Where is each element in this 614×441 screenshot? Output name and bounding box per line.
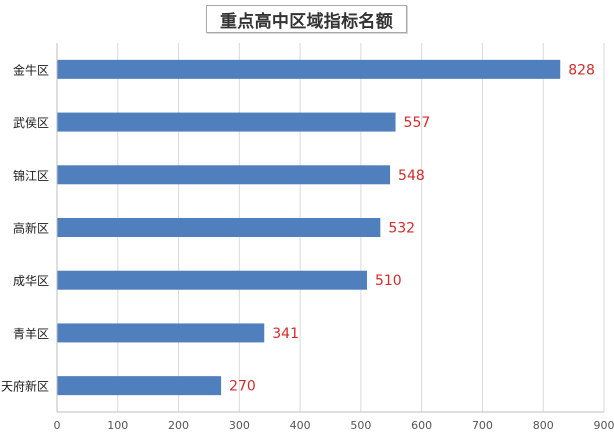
bar bbox=[57, 376, 221, 395]
x-tick-label: 500 bbox=[350, 419, 371, 432]
category-label: 武侯区 bbox=[13, 116, 49, 130]
x-tick-label: 0 bbox=[54, 419, 61, 432]
category-label: 成华区 bbox=[13, 274, 49, 288]
x-tick-label: 700 bbox=[472, 419, 493, 432]
x-tick-label: 800 bbox=[533, 419, 554, 432]
x-tick-label: 400 bbox=[290, 419, 311, 432]
data-label: 341 bbox=[272, 326, 299, 342]
data-label: 270 bbox=[229, 379, 256, 395]
category-label: 金牛区 bbox=[13, 62, 49, 77]
category-label: 青羊区 bbox=[13, 326, 49, 341]
category-label: 锦江区 bbox=[13, 169, 49, 183]
data-label: 557 bbox=[404, 115, 431, 131]
bar bbox=[57, 165, 390, 184]
data-label: 510 bbox=[375, 273, 402, 289]
bar bbox=[57, 218, 380, 237]
chart-title: 重点高中区域指标名额 bbox=[206, 5, 407, 33]
x-tick-label: 600 bbox=[411, 419, 432, 432]
bar bbox=[57, 60, 560, 79]
bar bbox=[57, 113, 396, 132]
x-tick-label: 200 bbox=[168, 419, 189, 432]
x-tick-label: 100 bbox=[107, 419, 128, 432]
x-tick-label: 300 bbox=[229, 419, 250, 432]
data-label: 828 bbox=[568, 62, 595, 78]
bar bbox=[57, 271, 367, 290]
category-label: 天府新区 bbox=[1, 379, 49, 394]
bars bbox=[57, 60, 560, 395]
data-label: 532 bbox=[388, 221, 415, 237]
x-tick-label: 900 bbox=[594, 419, 614, 432]
category-label: 高新区 bbox=[13, 221, 49, 236]
x-axis-tick-labels: 0 100 200 300 400 500 600 700 800 900 bbox=[54, 419, 614, 432]
data-label: 548 bbox=[398, 168, 425, 184]
bar bbox=[57, 323, 264, 342]
